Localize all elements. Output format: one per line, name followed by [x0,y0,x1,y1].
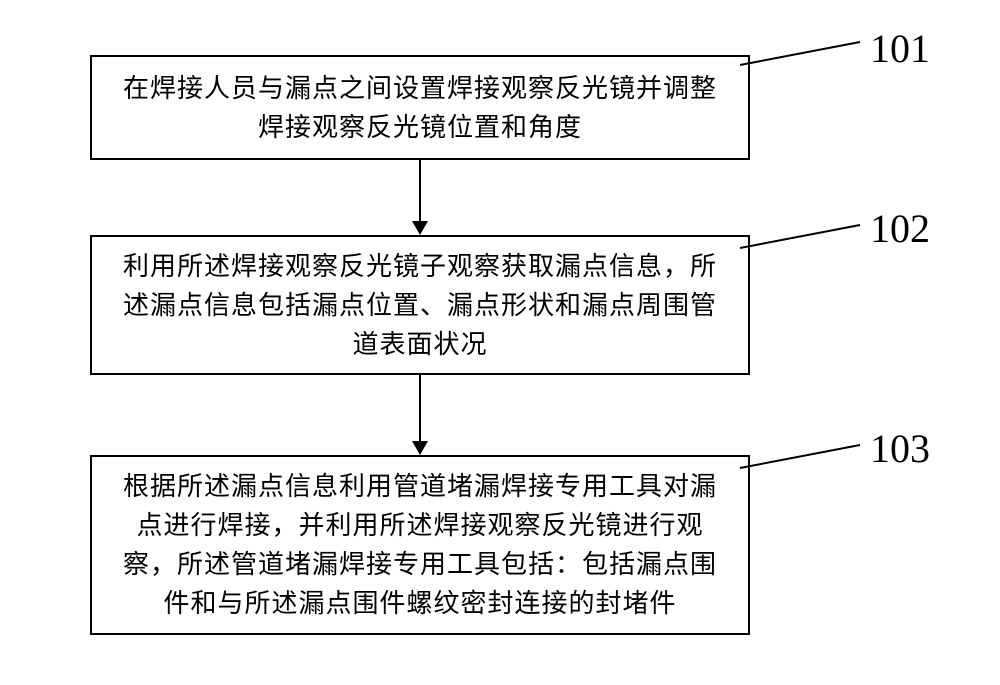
arrow-102-103-line [419,375,421,441]
flow-step-102: 利用所述焊接观察反光镜子观察获取漏点信息，所述漏点信息包括漏点位置、漏点形状和漏… [90,235,750,375]
step-label-103: 103 [870,425,930,472]
step-label-101: 101 [870,25,930,72]
arrow-101-102-head [412,221,428,235]
arrow-102-103-head [412,441,428,455]
flow-step-103: 根据所述漏点信息利用管道堵漏焊接专用工具对漏点进行焊接，并利用所述焊接观察反光镜… [90,455,750,635]
flow-step-103-text: 根据所述漏点信息利用管道堵漏焊接专用工具对漏点进行焊接，并利用所述焊接观察反光镜… [112,467,728,623]
flow-step-101-text: 在焊接人员与漏点之间设置焊接观察反光镜并调整焊接观察反光镜位置和角度 [112,69,728,147]
step-label-102: 102 [870,205,930,252]
flowchart-canvas: 在焊接人员与漏点之间设置焊接观察反光镜并调整焊接观察反光镜位置和角度 101 利… [0,0,1000,685]
flow-step-101: 在焊接人员与漏点之间设置焊接观察反光镜并调整焊接观察反光镜位置和角度 [90,55,750,160]
flow-step-102-text: 利用所述焊接观察反光镜子观察获取漏点信息，所述漏点信息包括漏点位置、漏点形状和漏… [112,247,728,364]
arrow-101-102-line [419,160,421,221]
